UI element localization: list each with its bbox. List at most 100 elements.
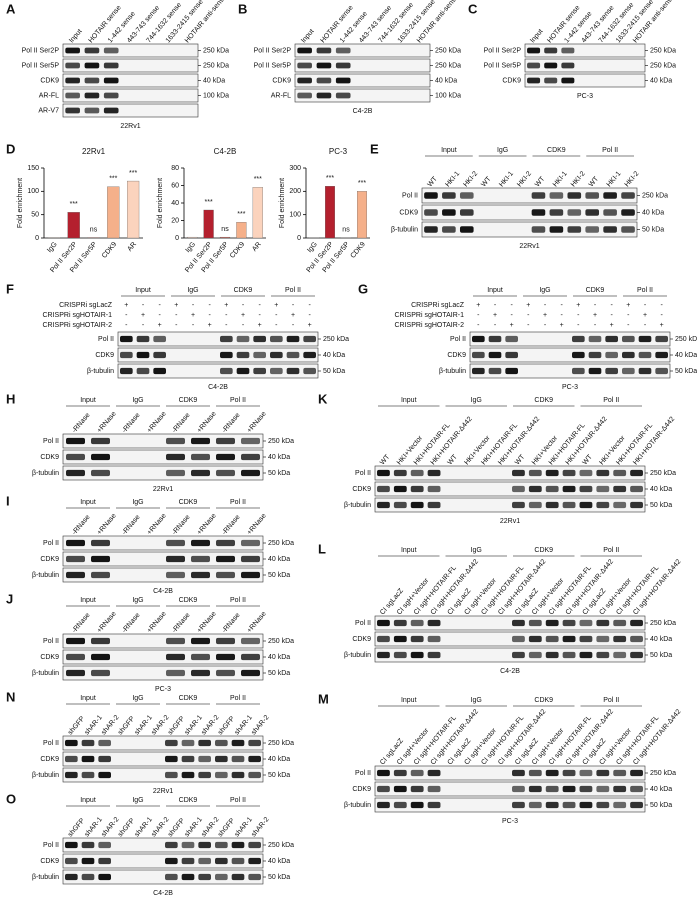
panel-letter: J (6, 591, 13, 606)
band (270, 351, 283, 359)
condition-sign: - (594, 322, 597, 329)
condition-sign: - (192, 322, 195, 329)
size-label: 50 kDa (268, 772, 290, 779)
bar (219, 236, 231, 239)
condition-sign: - (644, 322, 647, 329)
condition-sign: + (141, 312, 145, 319)
size-label: 50 kDa (268, 470, 290, 477)
row-label: β-tubulin (87, 368, 114, 375)
band (545, 801, 559, 809)
band (585, 209, 600, 216)
condition-sign: - (527, 322, 530, 329)
band (191, 469, 210, 477)
band (191, 555, 210, 563)
band (572, 335, 585, 343)
band (297, 92, 312, 99)
group-label: Input (487, 287, 503, 294)
band (545, 469, 559, 477)
condition-sign: - (175, 322, 178, 329)
lane-label: HKI-2 (570, 170, 587, 188)
size-label: 250 kDa (268, 842, 294, 849)
band (410, 801, 424, 809)
size-label: 250 kDa (203, 62, 229, 69)
size-label: 50 kDa (268, 572, 290, 579)
band (165, 841, 178, 849)
band (588, 335, 602, 343)
x-tick-label: AR (251, 241, 263, 253)
panel-letter: G (358, 281, 368, 296)
band (103, 77, 119, 84)
band (505, 335, 518, 343)
band (165, 857, 178, 865)
band (528, 485, 542, 493)
band (166, 453, 185, 461)
row-label: AR-FL (39, 92, 59, 99)
condition-sign: + (560, 322, 564, 329)
band (66, 669, 85, 677)
lane-label: +RNase (196, 410, 218, 434)
blot-frame (62, 103, 199, 118)
band (253, 335, 266, 343)
group-label: IgG (187, 287, 198, 294)
band (166, 653, 185, 661)
band (562, 769, 576, 777)
band (191, 539, 210, 547)
y-tick-label: 200 (289, 188, 301, 195)
cell-line-caption: PC-3 (155, 686, 171, 693)
band (531, 192, 546, 199)
group-label: Input (80, 597, 96, 604)
band (248, 873, 261, 881)
band (410, 785, 424, 793)
condition-sign: - (577, 322, 580, 329)
band (166, 437, 185, 445)
band (613, 501, 627, 509)
band (562, 785, 576, 793)
condition-sign: - (292, 322, 295, 329)
band (248, 771, 261, 779)
band (66, 571, 85, 579)
band (562, 501, 576, 509)
blot-frame (62, 73, 199, 88)
band (103, 107, 119, 114)
band (191, 437, 210, 445)
band (335, 47, 351, 54)
panel-letter: L (318, 541, 326, 556)
band (562, 469, 576, 477)
band (303, 351, 316, 359)
significance: ns (221, 226, 229, 233)
band (165, 873, 178, 881)
group-label: IgG (132, 695, 143, 702)
lane-label: +RNase (96, 410, 118, 434)
significance: *** (70, 201, 78, 208)
band (630, 651, 643, 659)
condition-sign: + (626, 302, 630, 309)
condition-sign: - (142, 302, 145, 309)
band (66, 555, 85, 563)
panel-letter: M (318, 691, 329, 706)
band (297, 47, 312, 54)
band (630, 485, 643, 493)
band (655, 351, 668, 359)
band (427, 769, 441, 777)
band (605, 335, 618, 343)
band (191, 571, 210, 579)
group-label: Pol II (230, 397, 246, 404)
size-label: 250 kDa (435, 47, 461, 54)
band (166, 571, 185, 579)
panel-letter: B (238, 1, 247, 16)
band (286, 335, 300, 343)
band (220, 351, 233, 359)
condition-sign: - (308, 312, 311, 319)
band (231, 873, 245, 881)
row-label: CDK9 (352, 486, 371, 493)
size-label: 250 kDa (650, 770, 676, 777)
band (216, 571, 235, 579)
condition-sign: + (476, 302, 480, 309)
band (630, 769, 643, 777)
band (120, 335, 133, 343)
condition-sign: + (526, 302, 530, 309)
band (65, 873, 78, 881)
band (488, 351, 502, 359)
band (181, 873, 195, 881)
significance: *** (254, 176, 262, 183)
